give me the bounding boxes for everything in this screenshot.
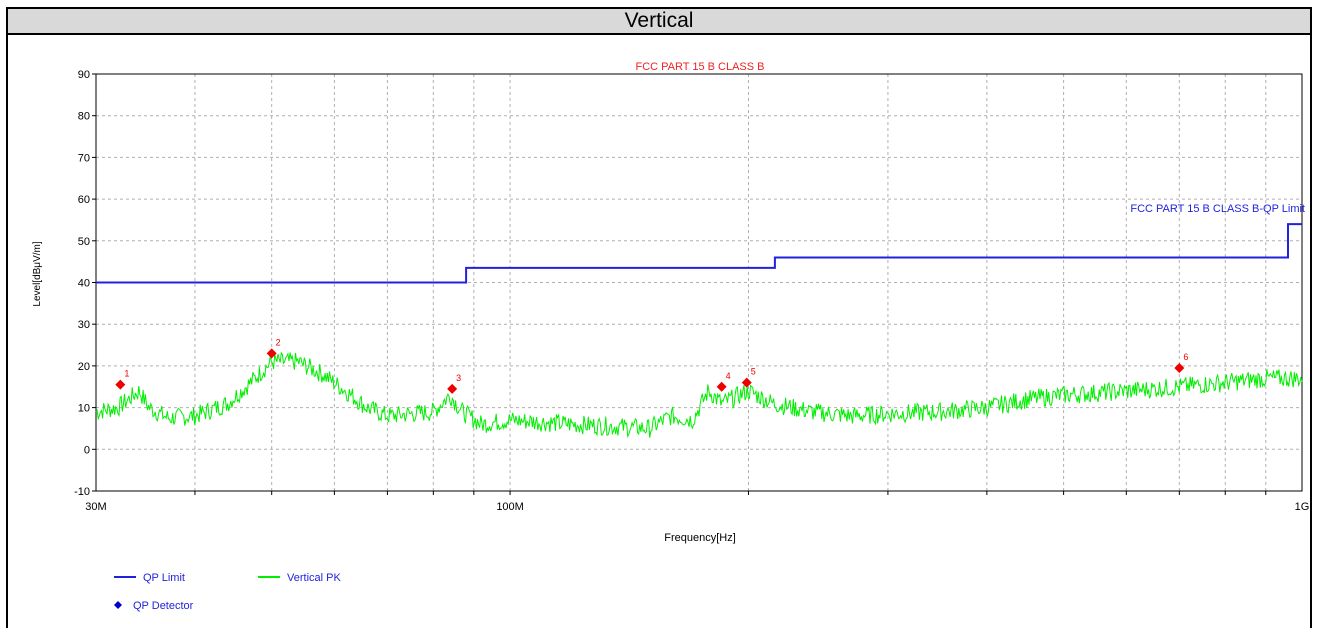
marker-label: 1 bbox=[124, 369, 129, 379]
y-tick-label: 40 bbox=[78, 278, 90, 290]
legend: QP Limit Vertical PK QP Detector bbox=[114, 572, 341, 612]
marker-label: 5 bbox=[751, 367, 756, 377]
x-axis-label: Frequency[Hz] bbox=[664, 532, 736, 544]
y-tick-label: -10 bbox=[74, 486, 90, 498]
qp-detector-marker bbox=[1174, 362, 1185, 373]
legend-item: QP Detector bbox=[114, 600, 194, 612]
y-axis-label: Level[dBμV/m] bbox=[32, 241, 43, 306]
y-tick-label: 0 bbox=[84, 444, 90, 456]
qp-detector-marker bbox=[266, 348, 277, 359]
marker-label: 3 bbox=[456, 373, 461, 383]
qp-detector-marker bbox=[716, 381, 727, 392]
y-tick-label: 80 bbox=[78, 111, 90, 123]
marker-layer: 1 2 3 4 5 6 bbox=[115, 337, 1188, 394]
marker-label: 6 bbox=[1183, 352, 1188, 362]
series-qp-limit bbox=[96, 223, 1302, 284]
qp-detector-marker bbox=[741, 377, 752, 388]
marker-label: 2 bbox=[276, 337, 281, 347]
y-tick-label: 90 bbox=[78, 69, 90, 81]
header-title: Vertical bbox=[624, 9, 694, 32]
header-bar: Vertical bbox=[6, 7, 1312, 35]
series-vertical-pk bbox=[95, 351, 1303, 439]
legend-swatch bbox=[114, 601, 122, 609]
legend-label: QP Limit bbox=[143, 572, 185, 584]
legend-item: QP Limit bbox=[114, 572, 185, 584]
marker-label: 4 bbox=[726, 371, 731, 381]
qp-detector-marker bbox=[447, 383, 458, 394]
series-layer bbox=[95, 223, 1303, 439]
y-tick-label: 30 bbox=[78, 319, 90, 331]
y-tick-label: 70 bbox=[78, 152, 90, 164]
limit-label: FCC PART 15 B CLASS B-QP Limit bbox=[1130, 203, 1305, 215]
chart-title: FCC PART 15 B CLASS B bbox=[636, 61, 765, 73]
x-tick-label: 1G bbox=[1295, 501, 1310, 513]
x-tick-label: 30M bbox=[85, 501, 106, 513]
legend-label: QP Detector bbox=[133, 600, 194, 612]
y-tick-label: 20 bbox=[78, 361, 90, 373]
left-border bbox=[6, 35, 8, 628]
y-tick-label: 60 bbox=[78, 194, 90, 206]
right-border bbox=[1310, 35, 1312, 628]
x-tick-label: 100M bbox=[496, 501, 524, 513]
y-tick-label: 10 bbox=[78, 403, 90, 415]
qp-detector-marker bbox=[115, 379, 126, 390]
legend-item: Vertical PK bbox=[258, 572, 341, 584]
legend-label: Vertical PK bbox=[287, 572, 341, 584]
y-tick-label: 50 bbox=[78, 236, 90, 248]
